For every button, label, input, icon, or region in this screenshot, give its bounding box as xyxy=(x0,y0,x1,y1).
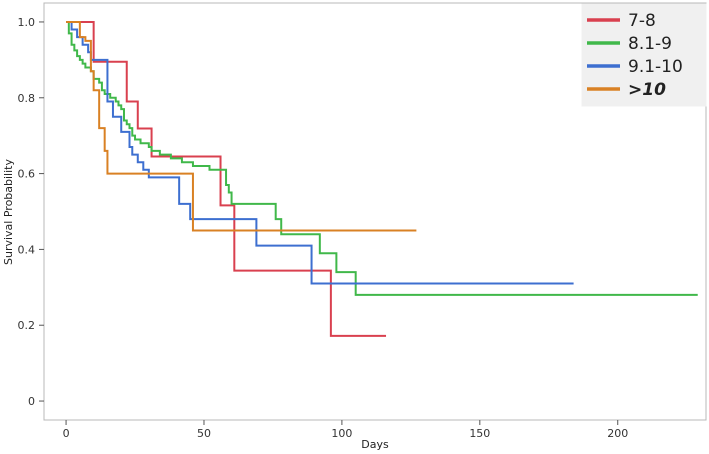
y-tick-label: 0.4 xyxy=(18,243,36,256)
series-line-1 xyxy=(66,20,387,337)
series-line-2 xyxy=(66,20,698,296)
y-tick-label: 0.8 xyxy=(18,92,36,105)
y-tick-label: 0.6 xyxy=(18,168,36,181)
y-axis-label: Survival Probability xyxy=(2,159,15,265)
x-tick-label: 0 xyxy=(63,427,70,440)
series-line-3 xyxy=(66,20,574,285)
y-tick-label: 0 xyxy=(28,395,35,408)
axes: 0 50 100 150 200 0 0.2 0.4 0.6 0.8 1.0 xyxy=(18,16,629,440)
legend-label: 7-8 xyxy=(628,11,656,31)
legend-label: >10 xyxy=(628,80,666,100)
series-lines xyxy=(66,20,698,337)
y-tick-label: 1.0 xyxy=(18,16,36,29)
x-tick-label: 200 xyxy=(607,427,628,440)
x-axis-label: Days xyxy=(361,438,389,451)
x-tick-label: 50 xyxy=(197,427,211,440)
legend-label: 8.1-9 xyxy=(628,34,672,54)
legend: 7-8 8.1-9 9.1-10 >10 xyxy=(581,3,707,107)
x-tick-label: 100 xyxy=(331,427,352,440)
y-tick-label: 0.2 xyxy=(18,319,36,332)
series-line-4 xyxy=(66,20,417,232)
legend-label: 9.1-10 xyxy=(628,57,683,77)
x-tick-label: 150 xyxy=(469,427,490,440)
